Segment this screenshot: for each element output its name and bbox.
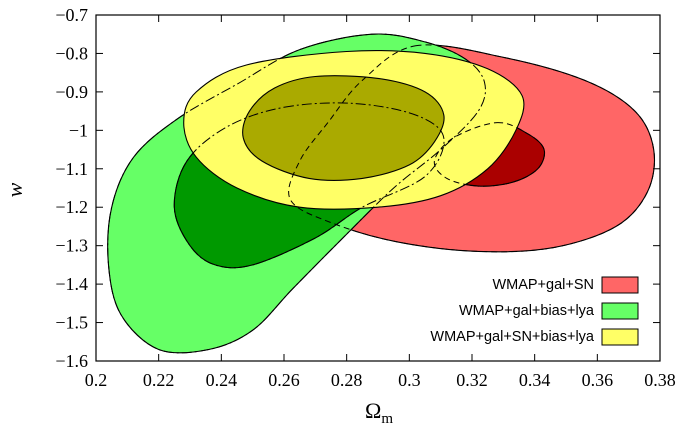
x-tick-label: 0.32 <box>456 370 488 390</box>
y-tick-label: −1 <box>69 120 88 140</box>
y-tick-label: −1.1 <box>55 159 88 179</box>
legend-swatch-wmap-gal-sn <box>601 276 639 294</box>
x-tick-label: 0.26 <box>268 370 300 390</box>
wmap-gal-bias-lya-inner-outline <box>173 102 445 269</box>
x-tick-label: 0.22 <box>143 370 175 390</box>
legend: WMAP+gal+SN WMAP+gal+bias+lya WMAP+gal+S… <box>430 276 639 346</box>
y-tick-label: −1.4 <box>55 274 88 294</box>
legend-label-wmap-gal-sn-bias-lya: WMAP+gal+SN+bias+lya <box>430 329 595 345</box>
y-tick-label: −0.7 <box>55 5 88 25</box>
x-axis-title-main: Ω <box>365 398 381 423</box>
legend-swatch-wmap-gal-bias-lya <box>601 302 639 320</box>
plot-frame <box>95 14 661 362</box>
legend-swatch-wmap-gal-sn-bias-lya <box>601 328 639 346</box>
y-tick-label: −1.3 <box>55 236 88 256</box>
x-tick-label: 0.34 <box>519 370 551 390</box>
wmap-gal-sn-bias-lya-inner-contour <box>242 75 445 181</box>
x-axis-title-sub: m <box>381 411 393 427</box>
y-tick-label: −1.6 <box>55 351 88 371</box>
legend-label-wmap-gal-bias-lya: WMAP+gal+bias+lya <box>459 303 595 319</box>
axes: 0.2 0.22 0.24 0.26 0.28 0.3 0.32 0.34 0.36 0.38 −0… <box>55 5 675 390</box>
x-tick-label: 0.3 <box>398 370 421 390</box>
x-tick-label: 0.38 <box>644 370 676 390</box>
y-tick-label: −0.8 <box>55 43 88 63</box>
x-axis-title: Ωm <box>365 398 393 427</box>
x-tick-label: 0.28 <box>331 370 363 390</box>
wmap-gal-bias-lya-outer-outline <box>107 33 486 354</box>
y-tick-label: −1.5 <box>55 313 88 333</box>
y-axis-title: w <box>2 182 27 197</box>
legend-label-wmap-gal-sn: WMAP+gal+SN <box>492 277 594 293</box>
x-tick-label: 0.2 <box>85 370 108 390</box>
wmap-gal-sn-inner-outline <box>433 122 545 187</box>
wmap-gal-sn-outer-outline <box>288 44 655 253</box>
x-tick-label: 0.24 <box>206 370 238 390</box>
plot-area <box>107 33 656 354</box>
x-tick-label: 0.36 <box>582 370 614 390</box>
y-tick-label: −0.9 <box>55 82 88 102</box>
y-tick-label: −1.2 <box>55 197 88 217</box>
